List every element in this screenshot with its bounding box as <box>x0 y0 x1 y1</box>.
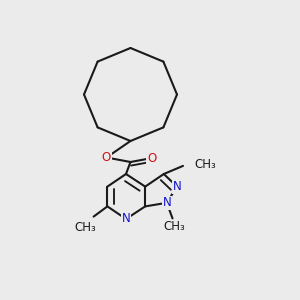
Text: O: O <box>147 152 156 165</box>
Text: N: N <box>122 212 130 226</box>
Text: N: N <box>162 196 171 209</box>
Text: O: O <box>102 151 111 164</box>
Text: N: N <box>172 180 182 193</box>
Text: CH₃: CH₃ <box>74 220 96 234</box>
Text: CH₃: CH₃ <box>163 220 185 233</box>
Text: CH₃: CH₃ <box>194 158 216 171</box>
